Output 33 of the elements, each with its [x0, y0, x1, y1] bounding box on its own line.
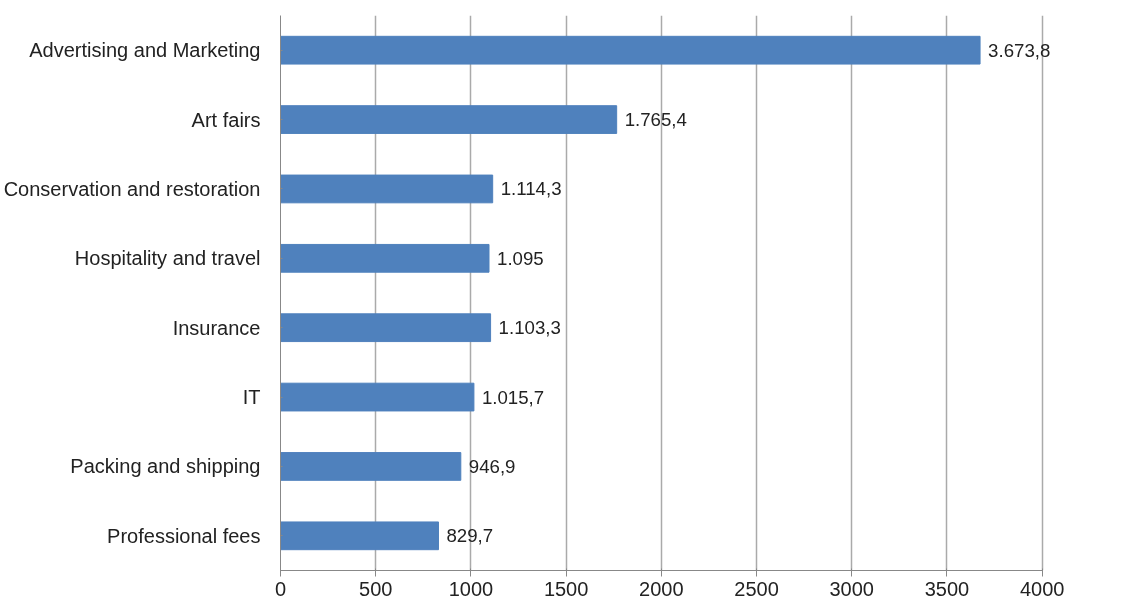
- data-label: 946,9: [468, 455, 516, 477]
- data-label: 1.015,7: [481, 386, 545, 408]
- y-tick-label: Insurance: [172, 316, 261, 339]
- x-tick-label: 0: [274, 577, 287, 600]
- x-tick-label: 1500: [543, 577, 589, 600]
- data-label: 829,7: [446, 525, 494, 547]
- x-tick-label: 500: [359, 577, 393, 600]
- y-tick-label: Conservation and restoration: [3, 177, 261, 200]
- data-label: 1.114,3: [500, 178, 562, 200]
- data-label: 1.095: [497, 247, 544, 269]
- y-tick-label: Professional fees: [107, 524, 261, 547]
- bar: [280, 174, 494, 204]
- x-tick-label: 2500: [734, 577, 779, 600]
- x-tick-label: 3000: [829, 577, 875, 600]
- bar: [280, 35, 981, 65]
- y-tick-label: Packing and shipping: [70, 455, 261, 478]
- bar: [280, 243, 490, 273]
- x-tick-label: 3500: [924, 577, 970, 600]
- x-tick-label: 2000: [639, 577, 684, 600]
- bar: [280, 313, 492, 343]
- bar: [280, 382, 475, 412]
- y-tick-label: Advertising and Marketing: [29, 39, 261, 62]
- y-tick-label: IT: [242, 386, 261, 409]
- data-label: 1.765,4: [624, 109, 687, 131]
- data-label: 1.103,3: [498, 317, 561, 339]
- bar: [280, 105, 618, 134]
- bar: [280, 452, 462, 481]
- x-tick-label: 4000: [1019, 577, 1065, 600]
- y-tick-label: Hospitality and travel: [74, 247, 261, 270]
- data-label: 3.673,8: [988, 39, 1051, 61]
- x-tick-label: 1000: [448, 577, 494, 600]
- y-tick-label: Art fairs: [191, 108, 261, 131]
- bar: [280, 521, 439, 551]
